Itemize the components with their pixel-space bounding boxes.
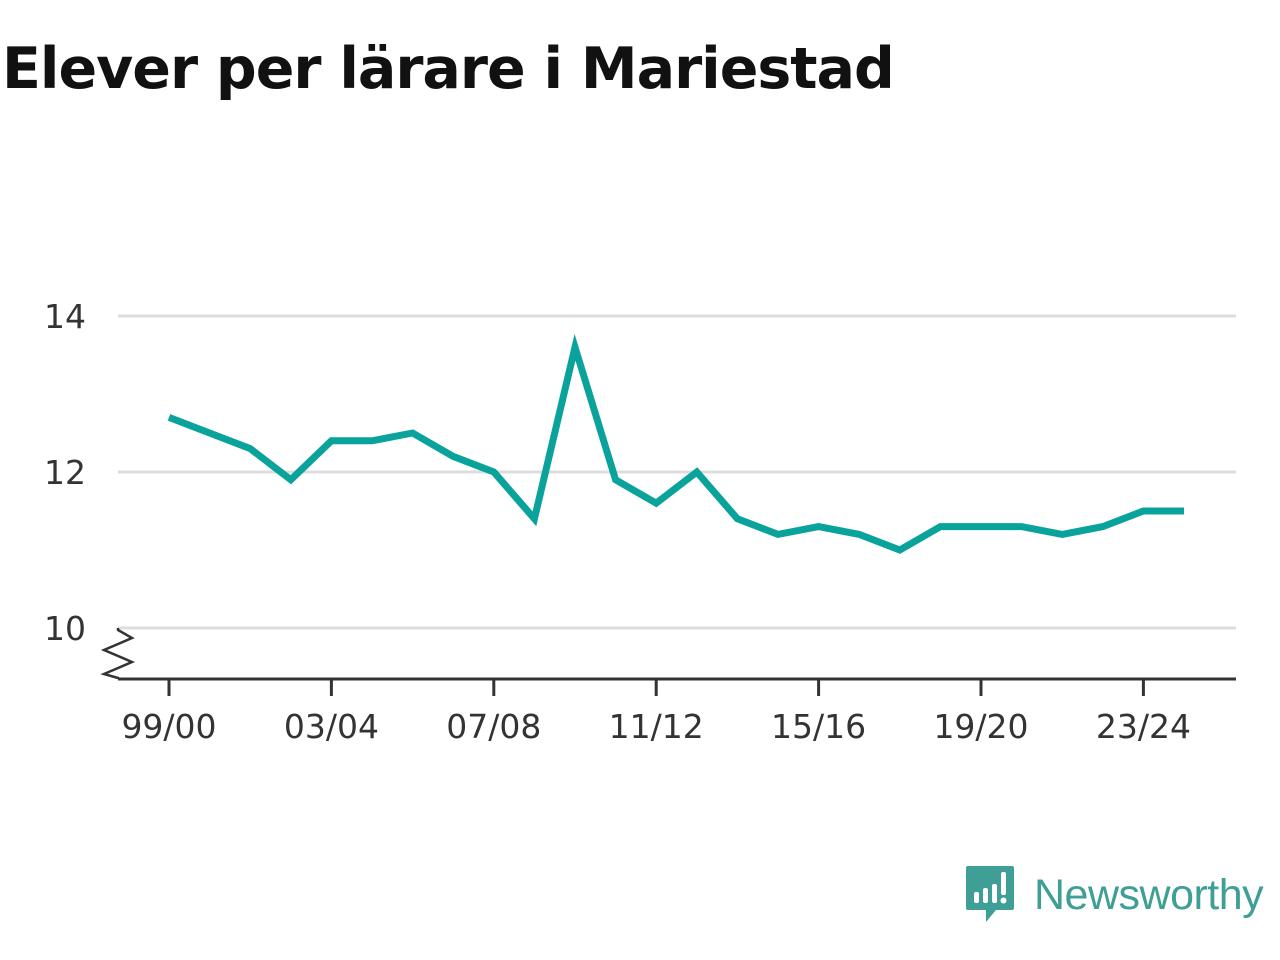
x-tick-label-07-08: 07/08 — [446, 707, 541, 746]
x-tick-label-03-04: 03/04 — [284, 707, 379, 746]
gridlines — [118, 314, 1236, 630]
x-tick-label-11-12: 11/12 — [609, 707, 704, 746]
y-tick-label-12: 12 — [44, 453, 86, 492]
data-series — [167, 333, 1185, 554]
x-tick-label-15-16: 15/16 — [771, 707, 866, 746]
y-tick-label-14: 14 — [44, 297, 86, 336]
y-tick-label-10: 10 — [44, 609, 86, 648]
x-tick-label-19-20: 19/20 — [933, 707, 1028, 746]
x-tick-label-23-24: 23/24 — [1096, 707, 1191, 746]
x-axis-ticks: 99/00 03/04 07/08 11/12 15/16 19/20 23/24 — [121, 679, 1191, 746]
chart-title: Elever per lärare i Mariestad — [2, 36, 895, 102]
y-axis-break — [100, 628, 136, 680]
newsworthy-logo[interactable]: Newsworthy — [964, 864, 1264, 926]
brand-name: Newsworthy — [1034, 870, 1264, 919]
y-axis-tick-labels: 10 12 14 — [44, 297, 86, 648]
newsworthy-logo-icon — [966, 866, 1014, 922]
axes — [100, 628, 1236, 681]
x-tick-label-99-00: 99/00 — [121, 707, 216, 746]
series-line-0 — [167, 333, 1184, 554]
